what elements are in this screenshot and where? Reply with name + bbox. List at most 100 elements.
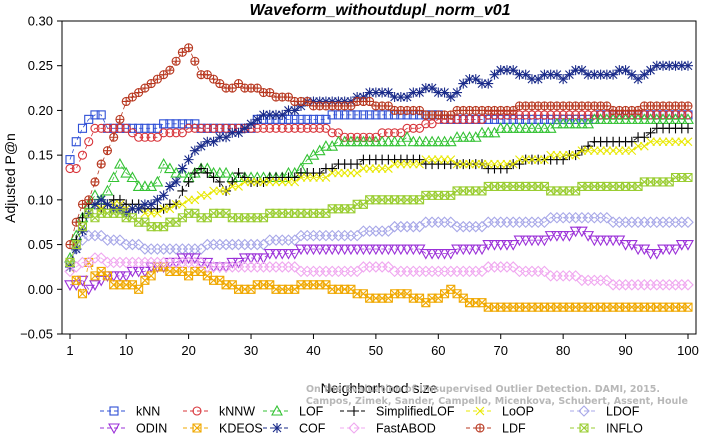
point-knnw (452, 114, 462, 124)
point-odin (376, 244, 389, 256)
point-cof (408, 87, 419, 98)
x-tick-label: 20 (181, 343, 195, 358)
point-cof (651, 60, 662, 71)
series-kdeos (65, 257, 693, 312)
point-cof (102, 199, 113, 210)
legend-entry-knn: kNN (100, 405, 160, 419)
point-odin (295, 244, 307, 256)
point-lof (632, 113, 644, 124)
point-odin (526, 235, 538, 247)
point-simplifiedlof (639, 132, 650, 143)
point-inflo (71, 240, 81, 250)
point-simplifiedlof (196, 163, 207, 174)
point-ldf (177, 47, 187, 57)
legend-label: LoOP (502, 405, 534, 419)
point-loop (277, 177, 287, 187)
point-odin (550, 231, 563, 242)
point-loop (302, 173, 312, 182)
point-simplifiedlof (214, 176, 225, 187)
plot-frame (61, 20, 697, 335)
point-loop (234, 182, 243, 191)
point-knn (65, 155, 75, 165)
point-lof (332, 135, 345, 147)
point-fastabod (569, 270, 582, 282)
point-cof (664, 60, 675, 71)
point-cof (514, 69, 525, 80)
point-loop (327, 168, 337, 178)
point-knnw (115, 123, 125, 133)
point-simplifiedlof (314, 168, 325, 179)
point-knn (296, 114, 306, 124)
point-ldf (84, 195, 94, 205)
point-loop (240, 177, 250, 187)
point-lof (101, 184, 114, 196)
point-knnw (458, 114, 468, 124)
point-knn (71, 137, 81, 147)
point-lof (432, 135, 445, 147)
point-odin (594, 235, 607, 247)
point-fastabod (601, 274, 613, 287)
point-ldf (346, 101, 356, 111)
point-cof (670, 60, 681, 71)
point-loop (546, 150, 556, 160)
point-odin (338, 244, 351, 256)
y-tick-label: 0.15 (28, 148, 53, 163)
point-loop (315, 173, 325, 182)
point-loop (540, 155, 549, 165)
point-knnw (358, 132, 368, 142)
point-loop (552, 150, 562, 160)
point-loop (296, 173, 306, 182)
point-lof (619, 113, 632, 124)
point-odin (313, 244, 326, 256)
point-knnw (670, 110, 681, 120)
point-knnw (190, 123, 200, 133)
point-cof (589, 69, 600, 80)
point-knnw (146, 132, 156, 142)
point-loop (558, 150, 568, 160)
point-cof (614, 65, 625, 76)
point-odin (320, 244, 332, 256)
point-cof (414, 87, 425, 98)
point-lof (600, 113, 613, 124)
point-knnw (134, 132, 144, 142)
point-cof (264, 109, 275, 120)
point-knnw (84, 137, 94, 147)
point-lof (320, 140, 332, 151)
point-simplifiedlof (558, 154, 569, 165)
point-odin (619, 240, 632, 251)
point-cof (402, 92, 413, 103)
point-cof (258, 109, 269, 120)
point-odin (301, 244, 314, 256)
point-knn (383, 110, 393, 120)
point-lof (513, 122, 526, 133)
series-line-cof (69, 65, 688, 268)
point-knn (371, 110, 381, 120)
series-line-odin (70, 230, 688, 290)
point-odin (326, 244, 339, 256)
legend-label: SimplifiedLOF (376, 405, 455, 419)
point-odin (226, 257, 239, 269)
point-lof (338, 135, 351, 147)
point-odin (507, 240, 520, 251)
point-loop (415, 159, 424, 169)
point-cof (395, 92, 406, 103)
point-cof (152, 194, 163, 205)
point-cof (289, 105, 300, 116)
point-lof (532, 122, 545, 133)
point-loop (589, 146, 599, 156)
point-cof (639, 69, 650, 80)
point-loop (658, 137, 668, 147)
point-lof (426, 135, 438, 147)
legend-entry-ldof: LDOF (570, 405, 640, 419)
point-odin (463, 244, 476, 256)
point-knnw (533, 110, 543, 120)
point-knnw (589, 110, 599, 120)
point-lof (438, 135, 451, 147)
point-loop (383, 164, 393, 173)
point-loop (246, 177, 256, 187)
point-loop (290, 177, 300, 187)
point-knnw (471, 114, 481, 124)
point-knnw (652, 110, 662, 120)
series-line-ldof (69, 217, 688, 263)
point-cof (539, 69, 550, 80)
